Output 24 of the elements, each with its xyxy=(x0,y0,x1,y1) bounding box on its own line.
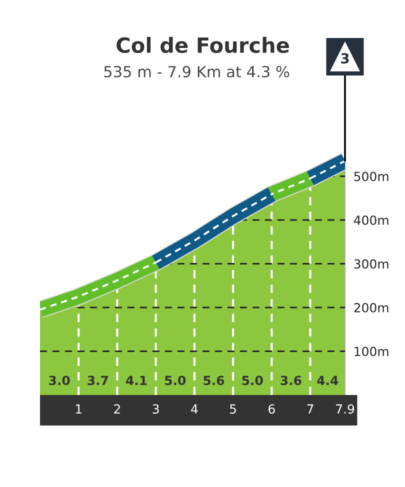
annotation: 5.0 xyxy=(242,376,263,386)
x-tick-label: 6 xyxy=(268,404,275,414)
chart-title: Col de Fourche xyxy=(116,36,289,54)
annotation: 4.1 xyxy=(126,376,147,385)
x-tick-label: 4 xyxy=(191,404,198,414)
x-tick-label: 2 xyxy=(114,404,120,414)
x-tick-label: 7.9 xyxy=(336,404,354,414)
y-tick-label: 400m xyxy=(354,215,388,225)
annotation: 5.0 xyxy=(165,376,186,386)
x-tick-label: 1 xyxy=(76,404,82,414)
annotation: 3 xyxy=(341,53,349,64)
y-tick-label: 500m xyxy=(354,172,388,182)
annotation: 4.4 xyxy=(317,376,338,385)
y-tick-label: 100m xyxy=(354,346,388,356)
chart-subtitle: 535 m - 7.9 Km at 4.3 % xyxy=(104,66,290,78)
annotation: 3.0 xyxy=(49,376,70,386)
x-tick-label: 5 xyxy=(230,404,236,414)
x-tick-label: 3 xyxy=(152,404,159,414)
x-tick-label: 7 xyxy=(307,404,314,414)
annotation: 5.6 xyxy=(204,376,224,386)
y-tick-label: 300m xyxy=(354,259,388,269)
annotation: 3.7 xyxy=(88,376,108,386)
y-tick-label: 200m xyxy=(354,302,388,312)
annotation: 3.6 xyxy=(280,376,302,386)
